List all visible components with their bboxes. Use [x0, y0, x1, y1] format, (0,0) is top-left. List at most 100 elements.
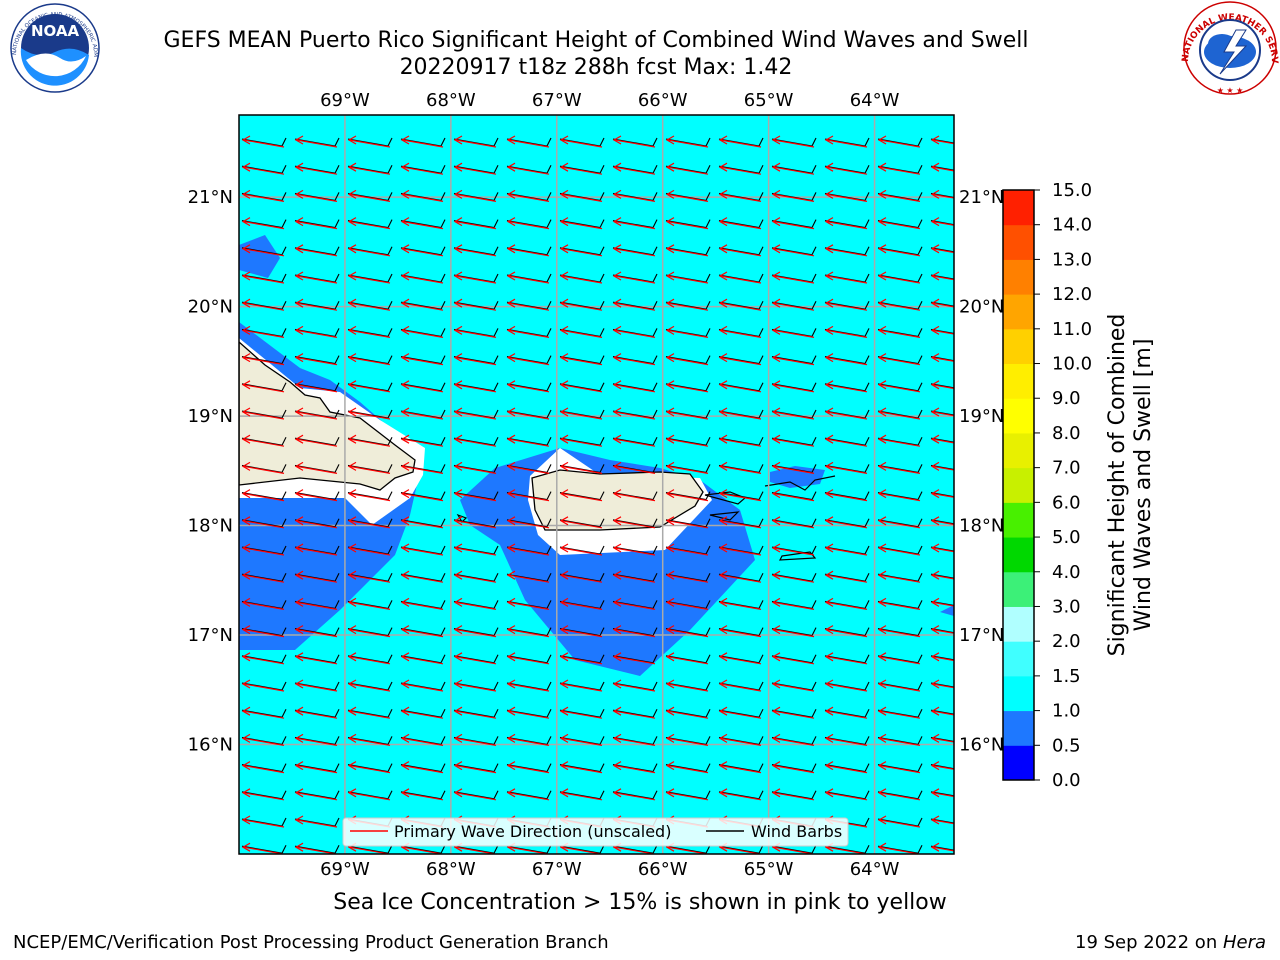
wave-direction-arrow: [771, 543, 815, 556]
wind-barb: [506, 328, 552, 337]
wave-direction-arrow: [347, 217, 391, 230]
wind-barb: [930, 736, 954, 742]
wind-barb: [506, 246, 552, 256]
wave-direction-arrow: [453, 597, 497, 610]
wind-barb: [771, 790, 817, 800]
wave-direction-arrow: [824, 271, 868, 284]
wind-barb: [612, 246, 658, 256]
lat-labels-right: 21°N 20°N 19°N 18°N 17°N 16°N: [959, 187, 1004, 755]
wave-direction-arrow: [665, 516, 709, 529]
wind-barb: [877, 192, 923, 201]
wave-direction-arrow: [824, 489, 868, 502]
wind-barb: [506, 518, 552, 528]
wave-direction-arrow: [612, 489, 656, 502]
wind-barb: [877, 627, 923, 637]
wave-direction-arrow: [612, 271, 656, 284]
wave-direction-arrow: [824, 135, 868, 148]
wind-barb: [718, 436, 764, 446]
wind-barb: [559, 328, 605, 337]
wind-barb: [241, 382, 287, 392]
wind-barb: [824, 600, 870, 609]
wave-direction-arrow: [877, 788, 921, 801]
wave-direction-arrow: [771, 353, 815, 366]
wave-direction-arrow: [241, 380, 285, 393]
wind-barb: [930, 274, 954, 280]
wave-direction-arrow: [347, 516, 391, 529]
wind-barb: [877, 572, 923, 582]
wind-barb: [400, 600, 446, 609]
wind-barb: [506, 300, 552, 310]
wave-direction-arrow: [930, 189, 954, 199]
wind-barb: [453, 518, 499, 528]
wave-direction-arrow: [506, 543, 550, 556]
wave-direction-arrow: [347, 325, 391, 338]
wave-direction-arrow: [771, 189, 815, 202]
wind-barb: [718, 491, 764, 501]
wind-barb: [453, 164, 499, 174]
wave-direction-arrow: [665, 679, 709, 692]
wave-direction-arrow: [506, 298, 550, 311]
colorbar-segment: [1003, 190, 1034, 226]
wave-direction-arrow: [771, 461, 815, 474]
wave-direction-arrow: [241, 489, 285, 502]
wave-direction-arrow: [347, 135, 391, 148]
wind-barb: [400, 355, 446, 365]
wave-direction-arrow: [665, 380, 709, 393]
wave-direction-arrow: [294, 434, 338, 447]
lat-labels-left: 21°N 20°N 19°N 18°N 17°N 16°N: [188, 187, 233, 755]
wind-barb: [771, 137, 817, 147]
wave-direction-arrow: [771, 597, 815, 610]
wave-direction-arrow: [241, 217, 285, 230]
wind-barb: [930, 546, 954, 552]
wind-barb: [453, 763, 499, 773]
wave-direction-arrow: [241, 353, 285, 366]
wave-direction-arrow: [771, 407, 815, 420]
wind-barb: [612, 273, 658, 283]
wind-barb: [665, 436, 711, 446]
wave-direction-arrow: [294, 788, 338, 801]
wind-barb: [718, 382, 764, 392]
wave-direction-arrow: [453, 761, 497, 774]
colorbar-tick-label: 4.0: [1052, 562, 1081, 583]
wind-barb: [930, 818, 954, 824]
wave-direction-arrow: [930, 516, 954, 526]
wind-barb: [718, 600, 764, 609]
wave-direction-arrow: [718, 162, 762, 175]
wave-direction-arrow: [877, 325, 921, 338]
wave-direction-arrow: [347, 434, 391, 447]
wind-barb: [559, 300, 605, 310]
colorbar-segment: [1003, 294, 1034, 330]
wave-direction-arrow: [559, 380, 603, 393]
colorbar-segment: [1003, 467, 1034, 503]
wave-direction-arrow: [506, 706, 550, 719]
footer-machine: Hera: [1222, 932, 1266, 953]
wave-direction-arrow: [241, 842, 285, 854]
wind-barb: [559, 273, 605, 283]
wind-barb: [453, 464, 499, 473]
wind-barb: [400, 409, 446, 419]
wind-barb: [453, 491, 499, 501]
wave-direction-arrow: [294, 842, 338, 854]
wind-barb: [506, 600, 552, 609]
wave-direction-arrow: [347, 597, 391, 610]
wave-direction-arrow: [347, 162, 391, 175]
colorbar-segment: [1003, 641, 1034, 677]
wind-barb: [453, 273, 499, 283]
wave-direction-arrow: [241, 434, 285, 447]
wave-direction-arrow: [824, 761, 868, 774]
wind-barb: [771, 328, 817, 337]
wind-barb: [824, 572, 870, 582]
wave-direction-arrow: [771, 570, 815, 583]
wave-direction-arrow: [665, 135, 709, 148]
wave-direction-arrow: [612, 625, 656, 638]
nws-logo: NATIONAL WEATHER SERVICE ★ ★ ★: [0, 0, 1279, 95]
wind-barb: [824, 708, 870, 718]
wind-barb: [718, 137, 764, 147]
wind-barb: [400, 627, 446, 637]
wind-barb: [347, 545, 393, 555]
wave-direction-arrow: [241, 706, 285, 719]
wave-direction-arrow: [559, 570, 603, 583]
wave-direction-arrow: [718, 489, 762, 502]
wave-direction-arrow: [877, 298, 921, 311]
wave-direction-arrow: [453, 434, 497, 447]
